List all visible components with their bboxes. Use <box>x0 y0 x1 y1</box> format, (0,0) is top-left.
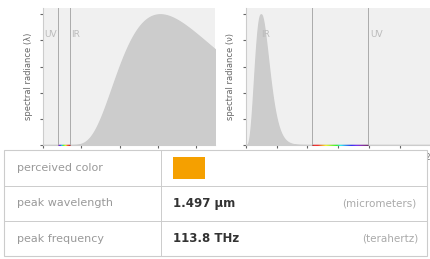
X-axis label: wavelength (nm): wavelength (nm) <box>93 164 165 174</box>
Text: (terahertz): (terahertz) <box>361 234 418 244</box>
Y-axis label: spectral radiance (ν): spectral radiance (ν) <box>226 33 235 120</box>
Text: 1.497 μm: 1.497 μm <box>173 197 235 210</box>
Text: peak wavelength: peak wavelength <box>17 198 113 208</box>
Y-axis label: spectral radiance (λ): spectral radiance (λ) <box>24 33 33 120</box>
Text: (micrometers): (micrometers) <box>341 198 415 208</box>
Text: IR: IR <box>261 30 269 39</box>
FancyBboxPatch shape <box>4 150 426 256</box>
Text: perceived color: perceived color <box>17 163 103 173</box>
Text: UV: UV <box>45 30 57 39</box>
X-axis label: frequency (THz): frequency (THz) <box>304 164 371 174</box>
Text: peak frequency: peak frequency <box>17 234 104 244</box>
Text: UV: UV <box>369 30 382 39</box>
Text: IR: IR <box>71 30 80 39</box>
Text: 113.8 THz: 113.8 THz <box>173 232 239 245</box>
FancyBboxPatch shape <box>173 157 205 178</box>
